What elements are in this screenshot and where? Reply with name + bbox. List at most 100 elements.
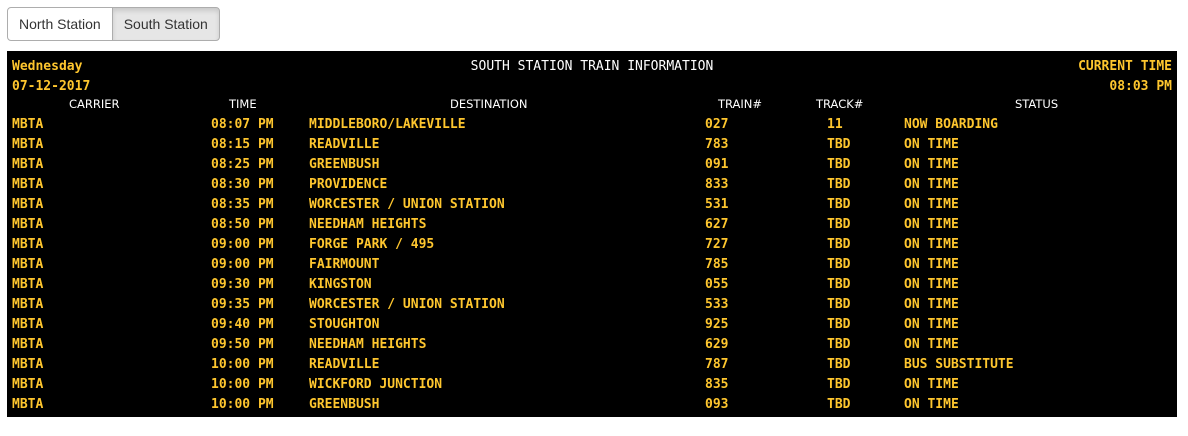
cell-status: NOW BOARDING	[904, 117, 998, 132]
departure-row: MBTA 08:30 PM PROVIDENCE 833 TBD ON TIME	[7, 177, 1177, 197]
cell-time: 08:35 PM	[211, 197, 274, 212]
cell-status: ON TIME	[904, 157, 959, 172]
cell-track: TBD	[827, 137, 851, 152]
cell-track: TBD	[827, 337, 851, 352]
cell-carrier: MBTA	[12, 377, 44, 392]
departure-row: MBTA 08:07 PM MIDDLEBORO/LAKEVILLE 027 11 NOW…	[7, 117, 1177, 137]
current-time-label: CURRENT TIME	[1078, 59, 1172, 74]
board-date: 07-12-2017	[12, 79, 91, 94]
departure-row: MBTA 08:35 PM WORCESTER / UNION STATION 531…	[7, 197, 1177, 217]
departure-row: MBTA 09:30 PM KINGSTON 055 TBD ON TIME	[7, 277, 1177, 297]
cell-time: 08:50 PM	[211, 217, 274, 232]
cell-status: ON TIME	[904, 377, 959, 392]
cell-track: TBD	[827, 397, 851, 412]
header-carrier: CARRIER	[69, 97, 120, 111]
cell-status: ON TIME	[904, 217, 959, 232]
cell-time: 08:15 PM	[211, 137, 274, 152]
cell-train: 093	[705, 397, 729, 412]
departure-row: MBTA 08:25 PM GREENBUSH 091 TBD ON TIME	[7, 157, 1177, 177]
cell-destination: READVILLE	[309, 357, 380, 372]
cell-destination: WICKFORD JUNCTION	[309, 377, 443, 392]
cell-carrier: MBTA	[12, 157, 44, 172]
cell-destination: FORGE PARK / 495	[309, 237, 435, 252]
cell-track: TBD	[827, 217, 851, 232]
cell-status: ON TIME	[904, 137, 959, 152]
cell-carrier: MBTA	[12, 177, 44, 192]
cell-status: ON TIME	[904, 177, 959, 192]
cell-carrier: MBTA	[12, 217, 44, 232]
cell-track: TBD	[827, 377, 851, 392]
cell-carrier: MBTA	[12, 257, 44, 272]
cell-track: TBD	[827, 357, 851, 372]
current-time-value: 08:03 PM	[1109, 79, 1172, 94]
cell-status: ON TIME	[904, 257, 959, 272]
header-status: STATUS	[1015, 97, 1059, 111]
departure-row: MBTA 08:50 PM NEEDHAM HEIGHTS 627 TBD ON TIME	[7, 217, 1177, 237]
cell-time: 09:35 PM	[211, 297, 274, 312]
cell-time: 08:07 PM	[211, 117, 274, 132]
departure-row: MBTA 09:50 PM NEEDHAM HEIGHTS 629 TBD ON TIME	[7, 337, 1177, 357]
cell-destination: WORCESTER / UNION STATION	[309, 197, 505, 212]
cell-train: 833	[705, 177, 729, 192]
cell-carrier: MBTA	[12, 277, 44, 292]
tab-south-station[interactable]: South Station	[111, 7, 220, 41]
cell-track: TBD	[827, 157, 851, 172]
departure-row: MBTA 10:00 PM READVILLE 787 TBD BUS SUBSTITUT…	[7, 357, 1177, 377]
cell-track: TBD	[827, 297, 851, 312]
cell-status: ON TIME	[904, 397, 959, 412]
cell-track: 11	[827, 117, 843, 132]
cell-time: 10:00 PM	[211, 377, 274, 392]
cell-time: 09:30 PM	[211, 277, 274, 292]
cell-destination: KINGSTON	[309, 277, 372, 292]
cell-time: 10:00 PM	[211, 357, 274, 372]
cell-carrier: MBTA	[12, 357, 44, 372]
cell-train: 055	[705, 277, 729, 292]
departure-row: MBTA 08:15 PM READVILLE 783 TBD ON TIME	[7, 137, 1177, 157]
cell-time: 10:00 PM	[211, 397, 274, 412]
cell-time: 08:30 PM	[211, 177, 274, 192]
cell-time: 09:40 PM	[211, 317, 274, 332]
cell-status: ON TIME	[904, 277, 959, 292]
cell-status: ON TIME	[904, 297, 959, 312]
cell-time: 08:25 PM	[211, 157, 274, 172]
departure-row: MBTA 10:00 PM WICKFORD JUNCTION 835 TBD ON TI…	[7, 377, 1177, 397]
cell-track: TBD	[827, 277, 851, 292]
cell-train: 027	[705, 117, 729, 132]
tab-north-station[interactable]: North Station	[7, 7, 113, 41]
cell-train: 531	[705, 197, 729, 212]
cell-destination: NEEDHAM HEIGHTS	[309, 337, 427, 352]
cell-time: 09:00 PM	[211, 237, 274, 252]
cell-track: TBD	[827, 197, 851, 212]
cell-train: 629	[705, 337, 729, 352]
cell-train: 727	[705, 237, 729, 252]
cell-train: 785	[705, 257, 729, 272]
cell-status: ON TIME	[904, 317, 959, 332]
header-track: TRACK#	[816, 97, 864, 111]
station-tabs: North Station South Station	[7, 7, 220, 41]
cell-status: BUS SUBSTITUTE	[904, 357, 1014, 372]
cell-carrier: MBTA	[12, 337, 44, 352]
cell-train: 627	[705, 217, 729, 232]
cell-status: ON TIME	[904, 237, 959, 252]
cell-carrier: MBTA	[12, 397, 44, 412]
header-time: TIME	[229, 97, 257, 111]
departure-row: MBTA 09:35 PM WORCESTER / UNION STATION 533…	[7, 297, 1177, 317]
cell-time: 09:50 PM	[211, 337, 274, 352]
cell-train: 091	[705, 157, 729, 172]
cell-destination: FAIRMOUNT	[309, 257, 380, 272]
departure-row: MBTA 09:00 PM FORGE PARK / 495 727 TBD ON TIM…	[7, 237, 1177, 257]
cell-carrier: MBTA	[12, 297, 44, 312]
board-day: Wednesday	[12, 59, 83, 74]
cell-destination: PROVIDENCE	[309, 177, 388, 192]
cell-destination: WORCESTER / UNION STATION	[309, 297, 505, 312]
cell-track: TBD	[827, 237, 851, 252]
header-destination: DESTINATION	[450, 97, 528, 111]
board-title: SOUTH STATION TRAIN INFORMATION	[470, 59, 714, 74]
cell-destination: NEEDHAM HEIGHTS	[309, 217, 427, 232]
cell-carrier: MBTA	[12, 137, 44, 152]
cell-carrier: MBTA	[12, 317, 44, 332]
header-train: TRAIN#	[718, 97, 763, 111]
departure-row: MBTA 10:00 PM GREENBUSH 093 TBD ON TIME	[7, 397, 1177, 417]
cell-train: 835	[705, 377, 729, 392]
cell-destination: READVILLE	[309, 137, 380, 152]
